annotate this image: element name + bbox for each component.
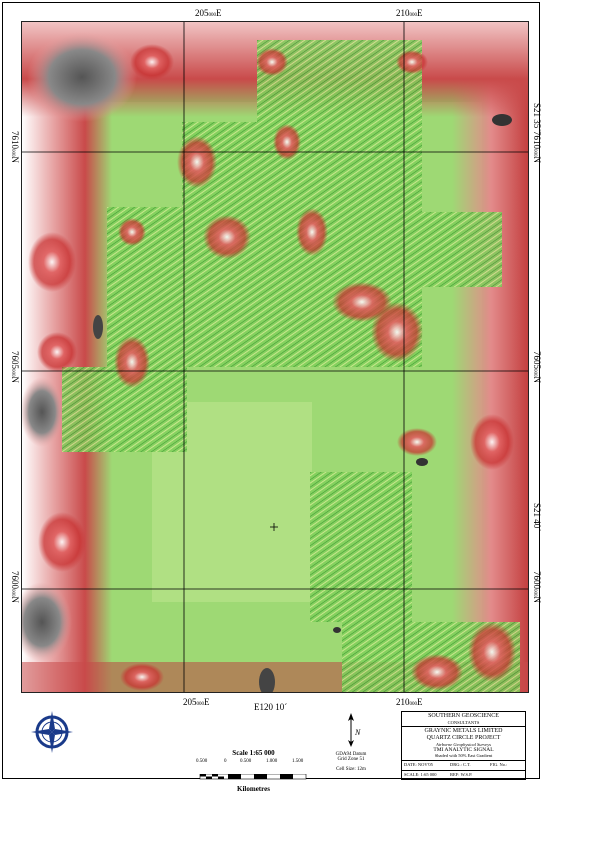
meta-row-2: SCALE: 1:65 000 REF: W.S.P. xyxy=(402,770,525,780)
north-arrow-icon xyxy=(348,713,354,747)
north-arrow-block: GDA94 Datum Grid Zone 51 Cell Size: 12m xyxy=(321,713,381,772)
easting-label-bottom-205: 205000E xyxy=(183,697,210,708)
scale-bar: Scale 1:65 000 0.500 0 0.500 1.000 1.500… xyxy=(196,749,311,793)
title-block: SOUTHERN GEOSCIENCE CONSULTANTS GRAYNIC … xyxy=(401,711,526,780)
product-name: TMI ANALYTIC SIGNAL xyxy=(433,746,494,753)
scale-tick-label: 0 xyxy=(224,759,227,764)
scale-tick-label: 1.000 xyxy=(266,759,278,764)
company-logo: SGC xyxy=(29,709,75,755)
project-block: GRAYNIC METALS LIMITED QUARTZ CIRCLE PRO… xyxy=(402,726,525,761)
project-name: QUARTZ CIRCLE PROJECT xyxy=(426,734,501,741)
northing-label-left-7610: 7610000N xyxy=(10,131,20,163)
map-raster xyxy=(22,22,528,692)
ref-value: W.S.P. xyxy=(460,772,473,777)
survey-type: Airborne Geophysical Surveys xyxy=(436,741,491,747)
scale-tick-label: 1.500 xyxy=(292,759,304,764)
longitude-label-bottom: E120 10´ xyxy=(254,702,288,712)
easting-label-top-210: 210000E xyxy=(396,8,423,19)
ref-label: REF: xyxy=(450,772,460,777)
datum-label: GDA94 Datum xyxy=(335,752,367,757)
date-value: NOV'05 xyxy=(417,762,433,767)
map-sheet: 205000E 210000E 205000E 210000E E120 10´… xyxy=(2,2,542,793)
northing-label-left-7600: 7600000N xyxy=(10,571,20,603)
cell-size-label: Cell Size: 12m xyxy=(336,767,366,772)
latitude-label-right-2: S21 40´ xyxy=(532,503,542,532)
northing-label-right-7600: 7600000N xyxy=(532,571,542,603)
easting-label-top-205: 205000E xyxy=(195,8,222,19)
latitude-label-right-1: S21 35´ xyxy=(532,103,542,132)
date-label: DATE: xyxy=(404,762,417,767)
scale-tick-label: 0.500 xyxy=(196,759,208,764)
company-block: SOUTHERN GEOSCIENCE CONSULTANTS xyxy=(402,712,525,727)
scale-tick-label: 0.500 xyxy=(240,759,252,764)
scale-value: 1:65 000 xyxy=(420,772,437,777)
northing-label-right-7605: 7605000N xyxy=(532,351,542,383)
company-subtitle: CONSULTANTS xyxy=(447,719,480,725)
north-letter: N xyxy=(355,728,361,737)
scale-bar-graphic xyxy=(199,773,307,780)
northing-label-right-7610: 7610000N xyxy=(532,131,542,163)
svg-text:SGC: SGC xyxy=(48,730,57,735)
company-name: SOUTHERN GEOSCIENCE xyxy=(428,713,499,719)
easting-label-bottom-210: 210000E xyxy=(396,697,423,708)
figure-label: FIG. No.: xyxy=(490,762,508,767)
drawn-label: DRG.: xyxy=(450,762,462,767)
scale-label: SCALE: xyxy=(404,772,420,777)
client-name: GRAYNIC METALS LIMITED xyxy=(424,728,503,734)
drawn-value: C.T. xyxy=(463,762,471,767)
scale-units: Kilometres xyxy=(237,785,270,793)
shading-note: Shaded with 50% East Gradient xyxy=(434,753,493,759)
northing-label-left-7605: 7605000N xyxy=(10,351,20,383)
magnetic-map xyxy=(21,21,529,693)
grid-zone-label: Grid Zone 51 xyxy=(337,757,365,762)
meta-row-1: DATE: NOV'05 DRG.: C.T. FIG. No.: xyxy=(402,760,525,771)
scale-title: Scale 1:65 000 xyxy=(232,749,275,757)
